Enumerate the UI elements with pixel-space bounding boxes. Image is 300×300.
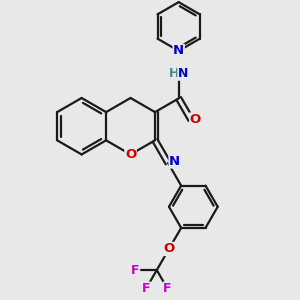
Text: N: N	[173, 44, 184, 57]
Text: N: N	[178, 67, 188, 80]
Text: O: O	[125, 148, 136, 161]
Text: O: O	[190, 113, 201, 126]
Text: H: H	[169, 67, 179, 80]
Text: F: F	[163, 282, 172, 295]
Text: F: F	[131, 264, 140, 277]
Text: O: O	[163, 242, 175, 256]
Text: N: N	[169, 155, 180, 168]
Text: F: F	[142, 282, 150, 295]
